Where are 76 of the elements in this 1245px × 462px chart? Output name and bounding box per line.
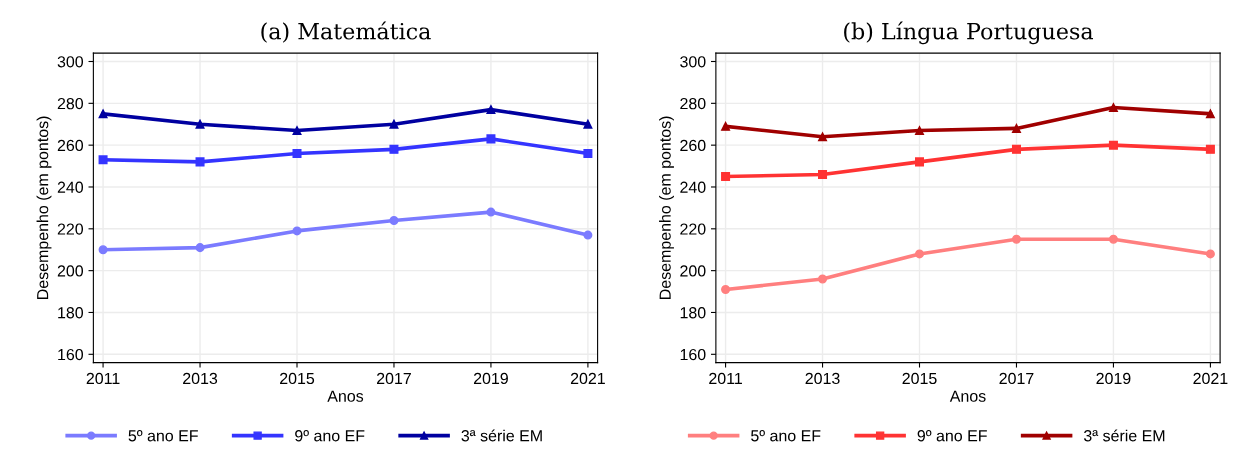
x-tick-label: 2021 <box>1193 372 1228 385</box>
y-tick-label: 160 <box>680 348 706 361</box>
x-tick-label: 2021 <box>570 372 605 385</box>
point <box>818 274 828 284</box>
point <box>583 119 593 129</box>
point <box>292 149 302 159</box>
y-tick-label: 240 <box>57 181 84 193</box>
y-axis-title: Desempenho (em pontos) <box>36 116 52 299</box>
x-tick-label: 2011 <box>709 372 742 385</box>
x-tick-label: 2013 <box>183 372 218 385</box>
y-tick-label: 180 <box>680 307 706 319</box>
point <box>486 134 496 144</box>
y-tick-label: 280 <box>57 97 84 110</box>
point <box>1108 234 1118 244</box>
point <box>1011 234 1021 244</box>
point <box>389 215 399 225</box>
point <box>583 230 593 240</box>
point <box>1011 144 1021 154</box>
point <box>486 105 496 115</box>
chart-title: (b) Língua Portuguesa <box>844 21 1094 45</box>
point <box>195 119 205 129</box>
point <box>195 157 205 167</box>
x-tick-label: 2015 <box>280 372 315 385</box>
x-tick-label: 2019 <box>1096 372 1131 385</box>
y-tick-label: 300 <box>57 56 84 68</box>
legend-label: 3ª série EM <box>461 429 542 442</box>
y-tick-label: 200 <box>57 265 84 277</box>
y-tick-label: 180 <box>58 307 84 319</box>
point <box>721 284 731 294</box>
point <box>914 126 925 136</box>
x-tick-label: 2017 <box>999 372 1034 385</box>
point <box>1205 109 1215 119</box>
point <box>292 126 302 136</box>
point <box>721 172 731 182</box>
point <box>98 109 108 119</box>
point <box>914 249 925 259</box>
y-tick-label: 200 <box>680 265 706 277</box>
y-tick-label: 300 <box>680 56 706 68</box>
point <box>1108 140 1118 150</box>
point <box>98 155 108 165</box>
point <box>195 243 205 253</box>
point <box>914 157 925 167</box>
point <box>818 169 828 179</box>
y-tick-label: 260 <box>57 139 84 152</box>
y-axis-title: Desempenho (em pontos) <box>659 116 674 299</box>
point <box>818 132 828 142</box>
point <box>1108 102 1118 113</box>
point <box>1205 144 1215 154</box>
legend-label: 5º ano EF <box>128 430 198 442</box>
legend-label: 5º ano EF <box>751 430 821 442</box>
x-axis-title: Anos <box>327 390 364 402</box>
point <box>721 121 731 131</box>
y-tick-label: 160 <box>58 348 84 361</box>
x-tick-label: 2013 <box>805 372 840 385</box>
x-tick-label: 2019 <box>473 372 508 385</box>
point <box>389 144 399 154</box>
y-tick-label: 240 <box>680 181 706 193</box>
x-tick-label: 2017 <box>377 372 411 385</box>
y-tick-label: 260 <box>680 139 706 152</box>
x-tick-label: 2011 <box>86 372 120 385</box>
point <box>98 245 108 255</box>
point <box>1205 249 1215 259</box>
point <box>583 149 593 159</box>
chart-title: (a) Matemática <box>261 21 431 43</box>
y-tick-label: 280 <box>680 97 706 110</box>
point <box>389 119 399 129</box>
legend-label: 9º ano EF <box>917 430 987 442</box>
x-tick-label: 2015 <box>902 372 937 385</box>
y-tick-label: 220 <box>57 223 84 235</box>
point <box>1011 123 1021 133</box>
legend-label: 9º ano EF <box>295 430 365 442</box>
point <box>486 207 496 217</box>
x-axis-title: Anos <box>949 390 986 402</box>
y-tick-label: 220 <box>680 223 706 235</box>
legend-label: 3ª série EM <box>1083 429 1165 442</box>
point <box>292 226 302 236</box>
